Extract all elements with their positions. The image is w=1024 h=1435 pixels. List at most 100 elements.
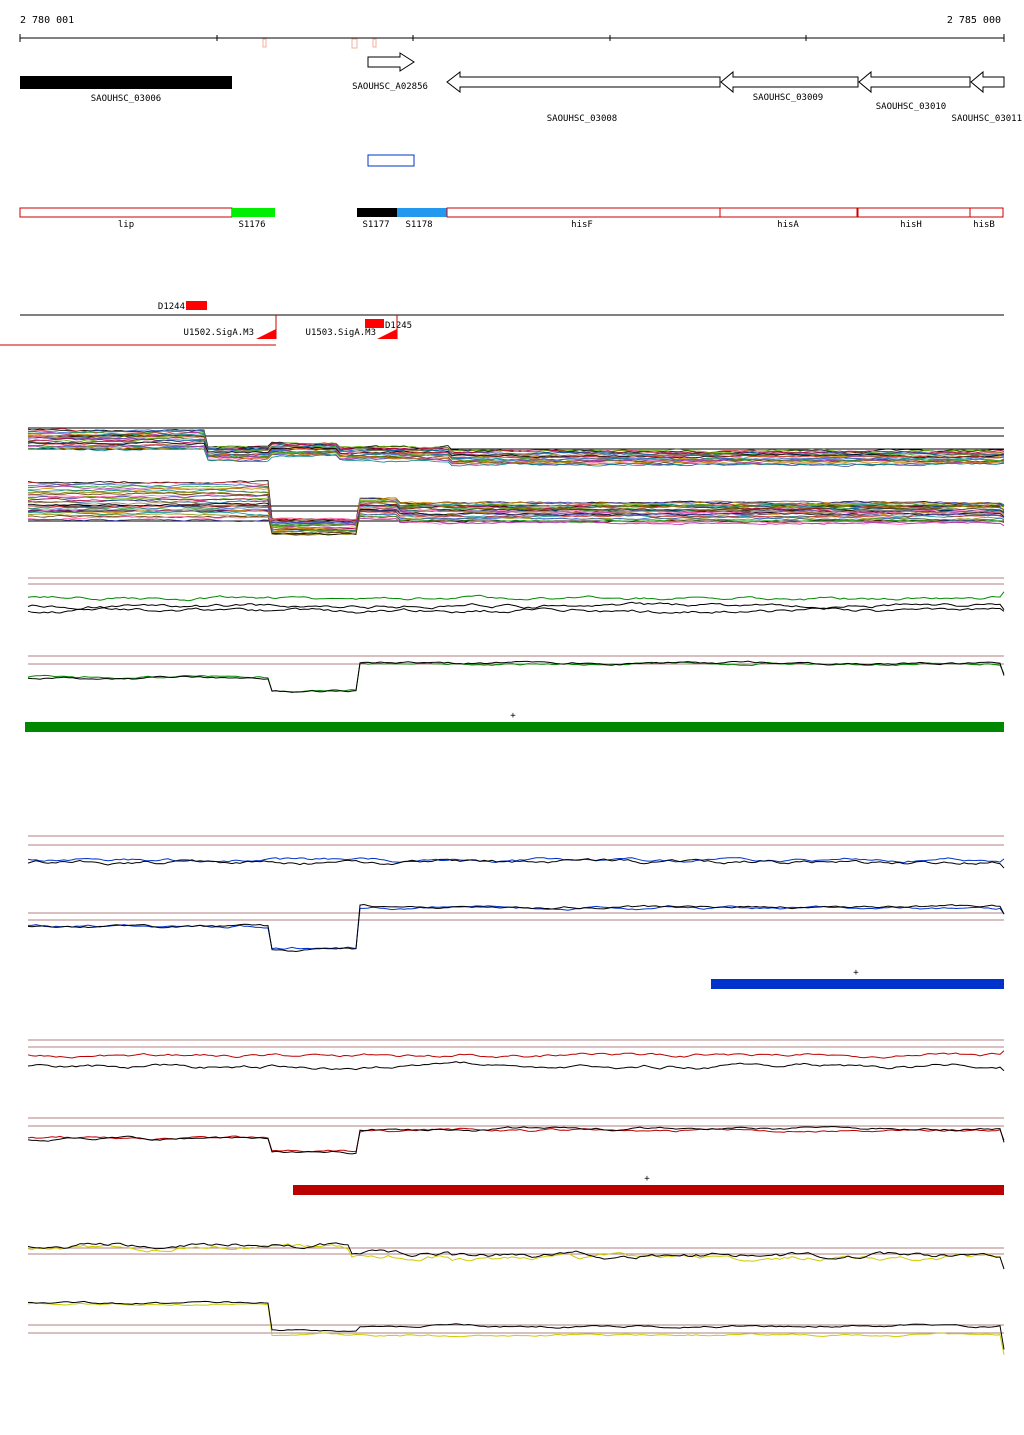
gene-arrow-saouhsc-a02856[interactable]	[367, 52, 415, 72]
promoter-triangle[interactable]	[377, 329, 397, 339]
gene-arrow-saouhsc-03008[interactable]	[446, 70, 721, 94]
profile-line	[27, 601, 1005, 611]
segment-hisa[interactable]	[719, 207, 858, 218]
profile-line	[27, 1302, 1005, 1355]
profile-line	[27, 443, 1005, 460]
gene-label: SAOUHSC_03010	[876, 102, 946, 112]
feature-label: U1502.SigA.M3	[184, 328, 254, 338]
red-region-marker: +	[644, 1174, 650, 1184]
profile-line	[27, 1125, 1005, 1155]
profile-line	[27, 495, 1005, 528]
multi-series-lines-bottom	[27, 480, 1005, 536]
profile-line	[27, 1127, 1005, 1153]
ruler-end-label: 2 785 000	[947, 15, 1001, 26]
gene-label: SAOUHSC_03009	[753, 93, 823, 103]
feature-label: D1245	[385, 321, 412, 331]
profile-line	[27, 447, 1005, 467]
segment-hish[interactable]	[857, 207, 971, 218]
profile-panel-green: +	[25, 577, 1005, 732]
profile-line	[27, 432, 1005, 461]
segment-label: lip	[118, 220, 134, 230]
yellow-profile-lines	[27, 1242, 1005, 1355]
profile-line	[27, 1061, 1005, 1072]
ruler-marker	[351, 38, 358, 49]
profile-line	[27, 591, 1005, 602]
segment-lip[interactable]	[19, 207, 233, 218]
profile-line	[27, 509, 1005, 525]
feature-label: U1503.SigA.M3	[306, 328, 376, 338]
ruler-marker	[262, 38, 267, 48]
blue-region-bar[interactable]	[711, 979, 1004, 989]
profile-line	[27, 492, 1005, 524]
profile-line	[27, 500, 1005, 533]
feature-label: D1244	[158, 302, 185, 312]
profile-line	[27, 504, 1005, 536]
gene-label: SAOUHSC_A02856	[352, 82, 428, 92]
segment-label: S1177	[362, 220, 389, 230]
gene-arrow-saouhsc-03009[interactable]	[720, 70, 859, 94]
gene-label: SAOUHSC_03011	[952, 114, 1022, 124]
profile-line	[27, 508, 1005, 528]
blue-outline-feature[interactable]	[367, 154, 415, 167]
profile-line	[27, 903, 1005, 953]
green-region-marker: +	[510, 711, 516, 721]
profile-line	[27, 439, 1005, 456]
segment-label: S1178	[405, 220, 432, 230]
gene-label: SAOUHSC_03008	[547, 114, 617, 124]
feature-d1244[interactable]	[186, 301, 207, 310]
feature-track: D1244 U1502.SigA.M3 D1245 U1503.SigA.M3	[0, 301, 1004, 346]
profile-line	[27, 441, 1004, 459]
segment-s1178[interactable]	[397, 208, 447, 217]
red-region-bar[interactable]	[293, 1185, 1004, 1195]
coordinate-ruler: 2 780 001 2 785 000	[19, 15, 1005, 49]
profile-line	[27, 857, 1005, 864]
profile-panel-multi-bottom	[27, 480, 1005, 536]
blue-profile-lines	[27, 857, 1005, 953]
feature-d1245[interactable]	[365, 319, 384, 328]
segment-s1177[interactable]	[357, 208, 397, 217]
profile-panel-yellow	[27, 1242, 1005, 1355]
profile-line	[28, 504, 1005, 521]
profile-line	[27, 505, 1005, 524]
profile-line	[27, 501, 1005, 533]
blue-region-marker: +	[853, 968, 859, 978]
profile-line	[27, 445, 1005, 464]
gene-arrow-saouhsc-03011[interactable]	[970, 70, 1005, 94]
multi-series-lines-top	[27, 428, 1005, 467]
profile-line	[27, 1243, 1005, 1268]
profile-panel-multi-top	[27, 427, 1005, 467]
profile-line	[28, 905, 1005, 950]
gene-bar-saouhsc-03006[interactable]	[20, 76, 232, 89]
segment-label: hisF	[571, 220, 593, 230]
segment-label: hisB	[973, 220, 995, 230]
profile-line	[27, 506, 1005, 521]
profile-line	[27, 1300, 1005, 1350]
ruler-start-label: 2 780 001	[20, 15, 74, 26]
promoter-triangle[interactable]	[256, 329, 276, 339]
red-profile-lines	[27, 1050, 1005, 1155]
profile-line	[27, 441, 1005, 458]
profile-line	[27, 1242, 1005, 1270]
segment-hisb[interactable]	[969, 207, 1004, 218]
profile-line	[27, 858, 1005, 869]
green-profile-lines	[27, 591, 1005, 693]
segment-label: hisA	[777, 220, 799, 230]
profile-line	[27, 607, 1005, 614]
green-region-bar[interactable]	[25, 722, 1004, 732]
profile-panel-blue: +	[27, 835, 1005, 989]
profile-line	[27, 438, 1005, 455]
profile-line	[27, 507, 1005, 526]
segment-label: S1176	[238, 220, 265, 230]
ruler-marker	[372, 38, 377, 48]
segment-label: hisH	[900, 220, 922, 230]
profile-panel-red: +	[27, 1039, 1005, 1195]
segment-track: lip S1176 S1177 S1178 hisF hisA hisH his…	[19, 207, 1004, 230]
profile-line	[27, 1050, 1005, 1059]
gene-arrow-saouhsc-03010[interactable]	[858, 70, 971, 94]
segment-s1176[interactable]	[232, 208, 275, 217]
profile-line	[27, 660, 1005, 693]
segment-hisf[interactable]	[446, 207, 721, 218]
gene-label: SAOUHSC_03006	[91, 94, 161, 104]
